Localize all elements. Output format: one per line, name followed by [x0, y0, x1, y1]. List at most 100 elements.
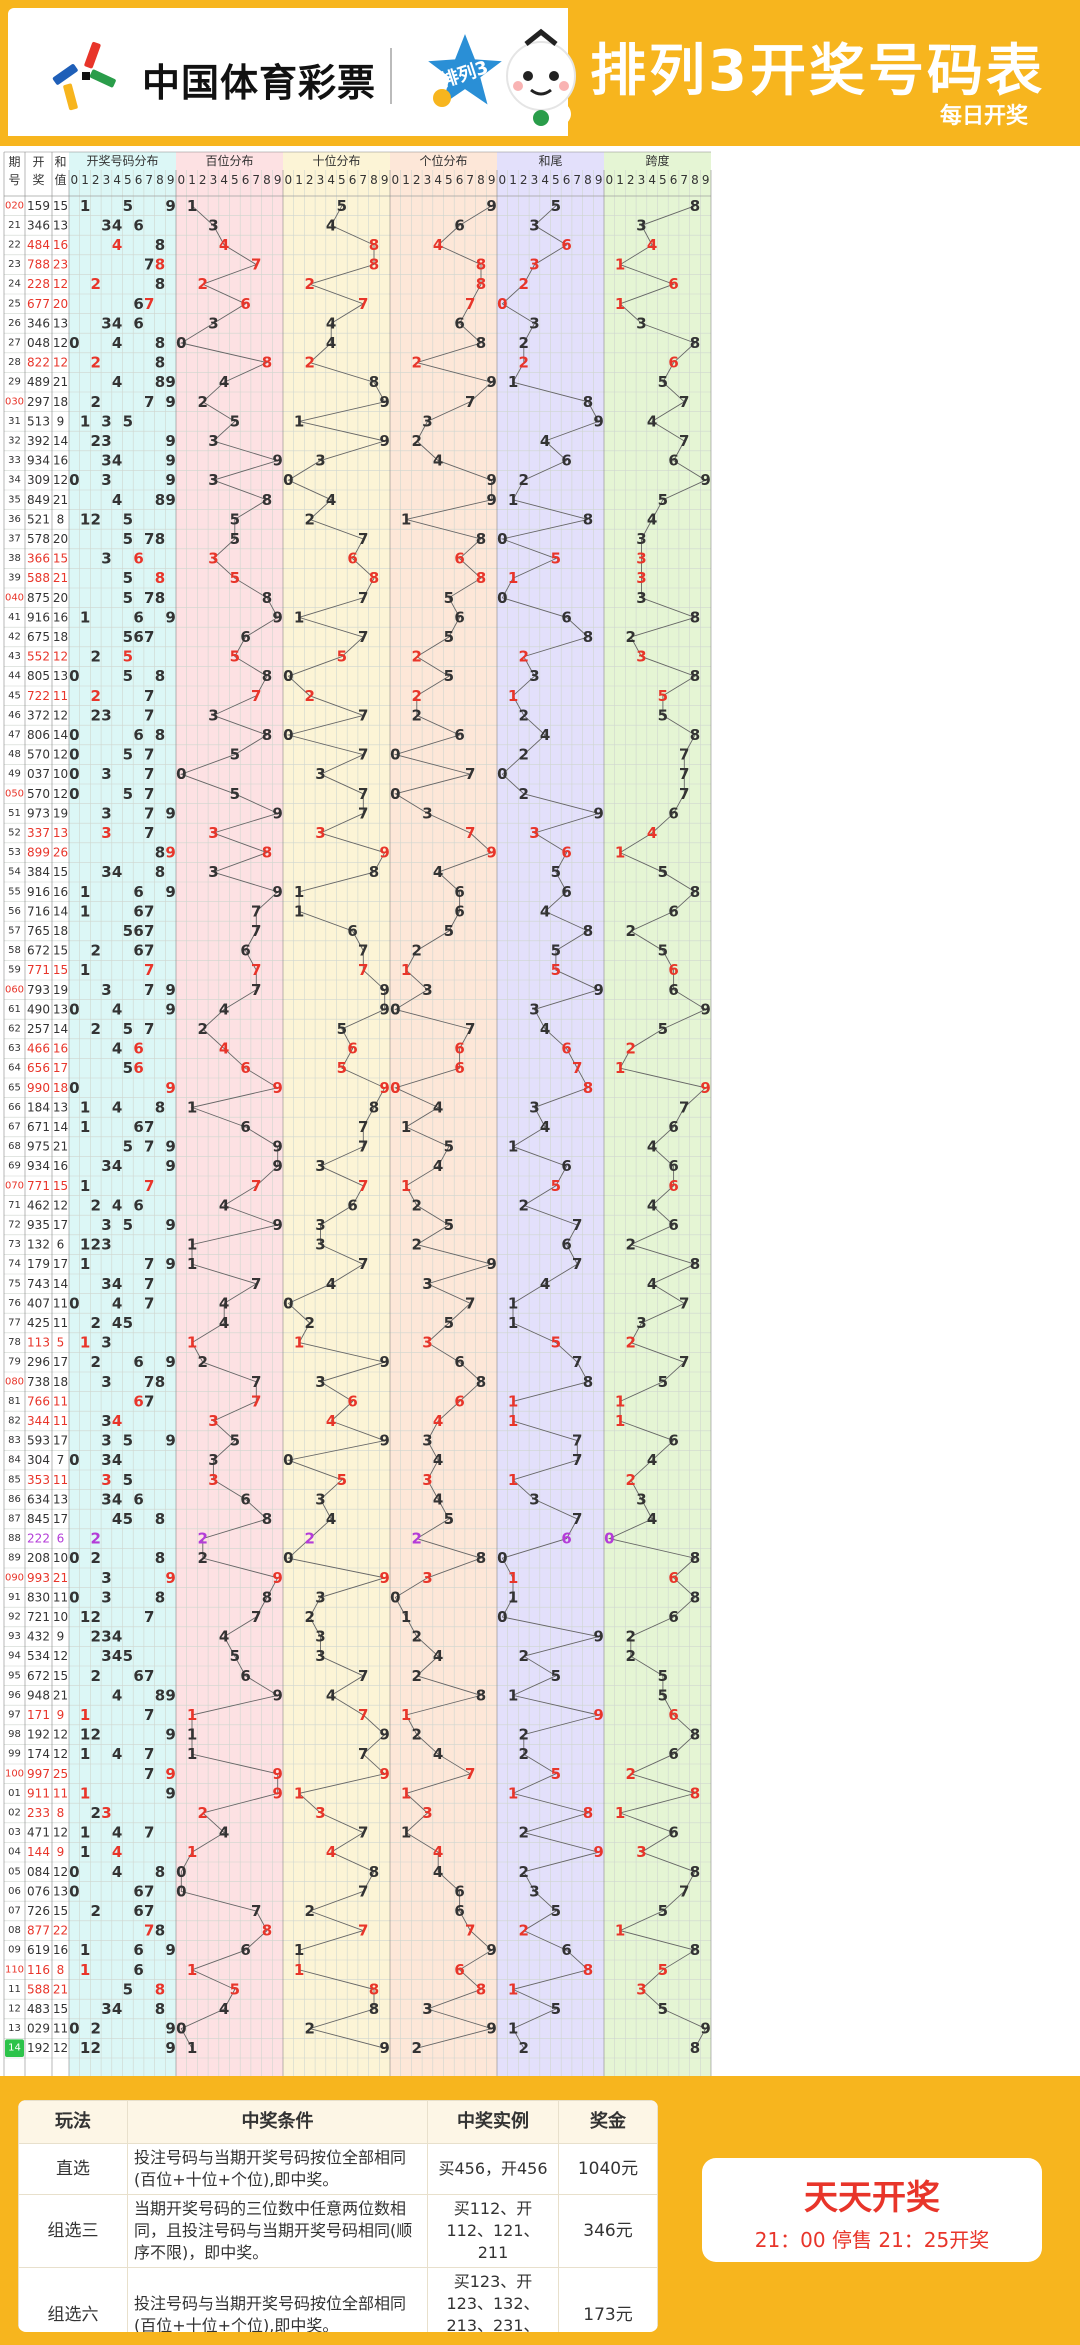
trend-digit: 8	[369, 863, 379, 881]
draw-number: 471	[27, 1826, 50, 1840]
trend-digit: 8	[690, 1726, 700, 1744]
distribution-digit: 4	[112, 1196, 122, 1214]
trend-digit: 3	[529, 216, 539, 234]
trend-digit: 1	[294, 608, 304, 626]
digit-header: 7	[145, 173, 153, 187]
distribution-digit: 0	[69, 1549, 79, 1567]
distribution-digit: 4	[112, 216, 122, 234]
trend-digit: 6	[668, 1216, 678, 1234]
distribution-digit: 5	[123, 197, 133, 215]
draw-number: 184	[27, 1100, 50, 1114]
trend-digit: 1	[294, 902, 304, 920]
trend-digit: 5	[337, 648, 347, 666]
period-label: 37	[8, 534, 21, 545]
trend-digit: 4	[433, 1412, 443, 1430]
trend-digit: 6	[454, 1961, 464, 1979]
trend-digit: 2	[198, 393, 208, 411]
rules-header-play: 玩法	[18, 2100, 128, 2144]
distribution-digit: 6	[133, 1667, 143, 1685]
draw-number: 208	[27, 1551, 50, 1565]
distribution-digit: 9	[165, 981, 175, 999]
sum-value: 18	[53, 630, 68, 644]
sum-value: 12	[53, 1826, 68, 1840]
trend-digit: 3	[422, 1471, 432, 1489]
trend-line	[500, 205, 601, 2049]
sum-value: 15	[53, 1179, 68, 1193]
digit-header: 9	[702, 173, 710, 187]
distribution-digit: 3	[101, 981, 111, 999]
trend-digit: 4	[219, 1294, 229, 1312]
distribution-digit: 7	[144, 981, 154, 999]
header-draw: 开	[32, 155, 44, 169]
distribution-digit: 1	[80, 1334, 90, 1352]
trend-digit: 8	[583, 510, 593, 528]
trend-digit: 2	[519, 471, 529, 489]
trend-digit: 7	[465, 1020, 475, 1038]
distribution-digit: 7	[144, 1608, 154, 1626]
distribution-digit: 2	[91, 1608, 101, 1626]
trend-digit: 1	[401, 1118, 411, 1136]
section-header: 跨度	[645, 153, 669, 168]
trend-digit: 2	[626, 1628, 636, 1646]
distribution-digit: 8	[155, 373, 165, 391]
distribution-digit: 2	[91, 1020, 101, 1038]
trend-digit: 8	[369, 373, 379, 391]
digit-header: 8	[691, 173, 699, 187]
digit-header: 4	[113, 173, 121, 187]
period-label: 45	[8, 690, 21, 701]
trend-digit: 6	[454, 1040, 464, 1058]
digit-header: 0	[178, 173, 186, 187]
draw-number: 672	[27, 944, 50, 958]
period-label: 28	[8, 357, 21, 368]
distribution-digit: 5	[123, 569, 133, 587]
draw-number: 552	[27, 650, 50, 664]
trend-digit: 5	[551, 550, 561, 568]
trend-digit: 5	[658, 1020, 668, 1038]
draw-number: 384	[27, 865, 50, 879]
distribution-digit: 8	[155, 530, 165, 548]
sum-value: 13	[53, 1100, 68, 1114]
trend-digit: 1	[508, 373, 518, 391]
trend-digit: 6	[668, 1118, 678, 1136]
trend-digit: 8	[690, 1588, 700, 1606]
section-header: 和尾	[538, 154, 562, 168]
period-label: 65	[8, 1082, 21, 1093]
sum-value: 6	[57, 1532, 65, 1546]
trend-digit: 2	[412, 942, 422, 960]
distribution-digit: 6	[133, 1941, 143, 1959]
period-label: 64	[8, 1063, 21, 1074]
trend-digit: 5	[337, 1020, 347, 1038]
trend-digit: 2	[305, 275, 315, 293]
distribution-digit: 1	[80, 412, 90, 430]
trend-digit: 6	[240, 295, 250, 313]
distribution-digit: 7	[144, 902, 154, 920]
distribution-digit: 9	[165, 1353, 175, 1371]
draw-number: 830	[27, 1590, 50, 1604]
trend-digit: 5	[658, 373, 668, 391]
draw-number: 997	[27, 1767, 50, 1781]
header-logo-panel: 中国体育彩票 排列3	[8, 8, 568, 136]
distribution-digit: 8	[155, 1098, 165, 1116]
draw-number: 076	[27, 1884, 50, 1898]
distribution-digit: 7	[144, 1275, 154, 1293]
trend-digit: 2	[519, 1863, 529, 1881]
digit-header: 6	[670, 173, 678, 187]
distribution-digit: 9	[165, 608, 175, 626]
period-label: 87	[8, 1514, 21, 1525]
trend-digit: 4	[326, 1686, 336, 1704]
trend-digit: 8	[690, 1549, 700, 1567]
distribution-digit: 1	[80, 1961, 90, 1979]
digit-header: 2	[413, 173, 421, 187]
draw-number: 222	[27, 1532, 50, 1546]
trend-digit: 9	[379, 981, 389, 999]
distribution-digit: 1	[80, 1784, 90, 1802]
distribution-digit: 3	[101, 1588, 111, 1606]
info-columns-background	[4, 152, 69, 2076]
sum-value: 21	[53, 1140, 68, 1154]
trend-digit: 4	[219, 1824, 229, 1842]
trend-digit: 8	[690, 2039, 700, 2057]
trend-digit: 8	[262, 726, 272, 744]
trend-digit: 9	[593, 981, 603, 999]
trend-digit: 2	[519, 1922, 529, 1940]
distribution-digit: 7	[144, 785, 154, 803]
